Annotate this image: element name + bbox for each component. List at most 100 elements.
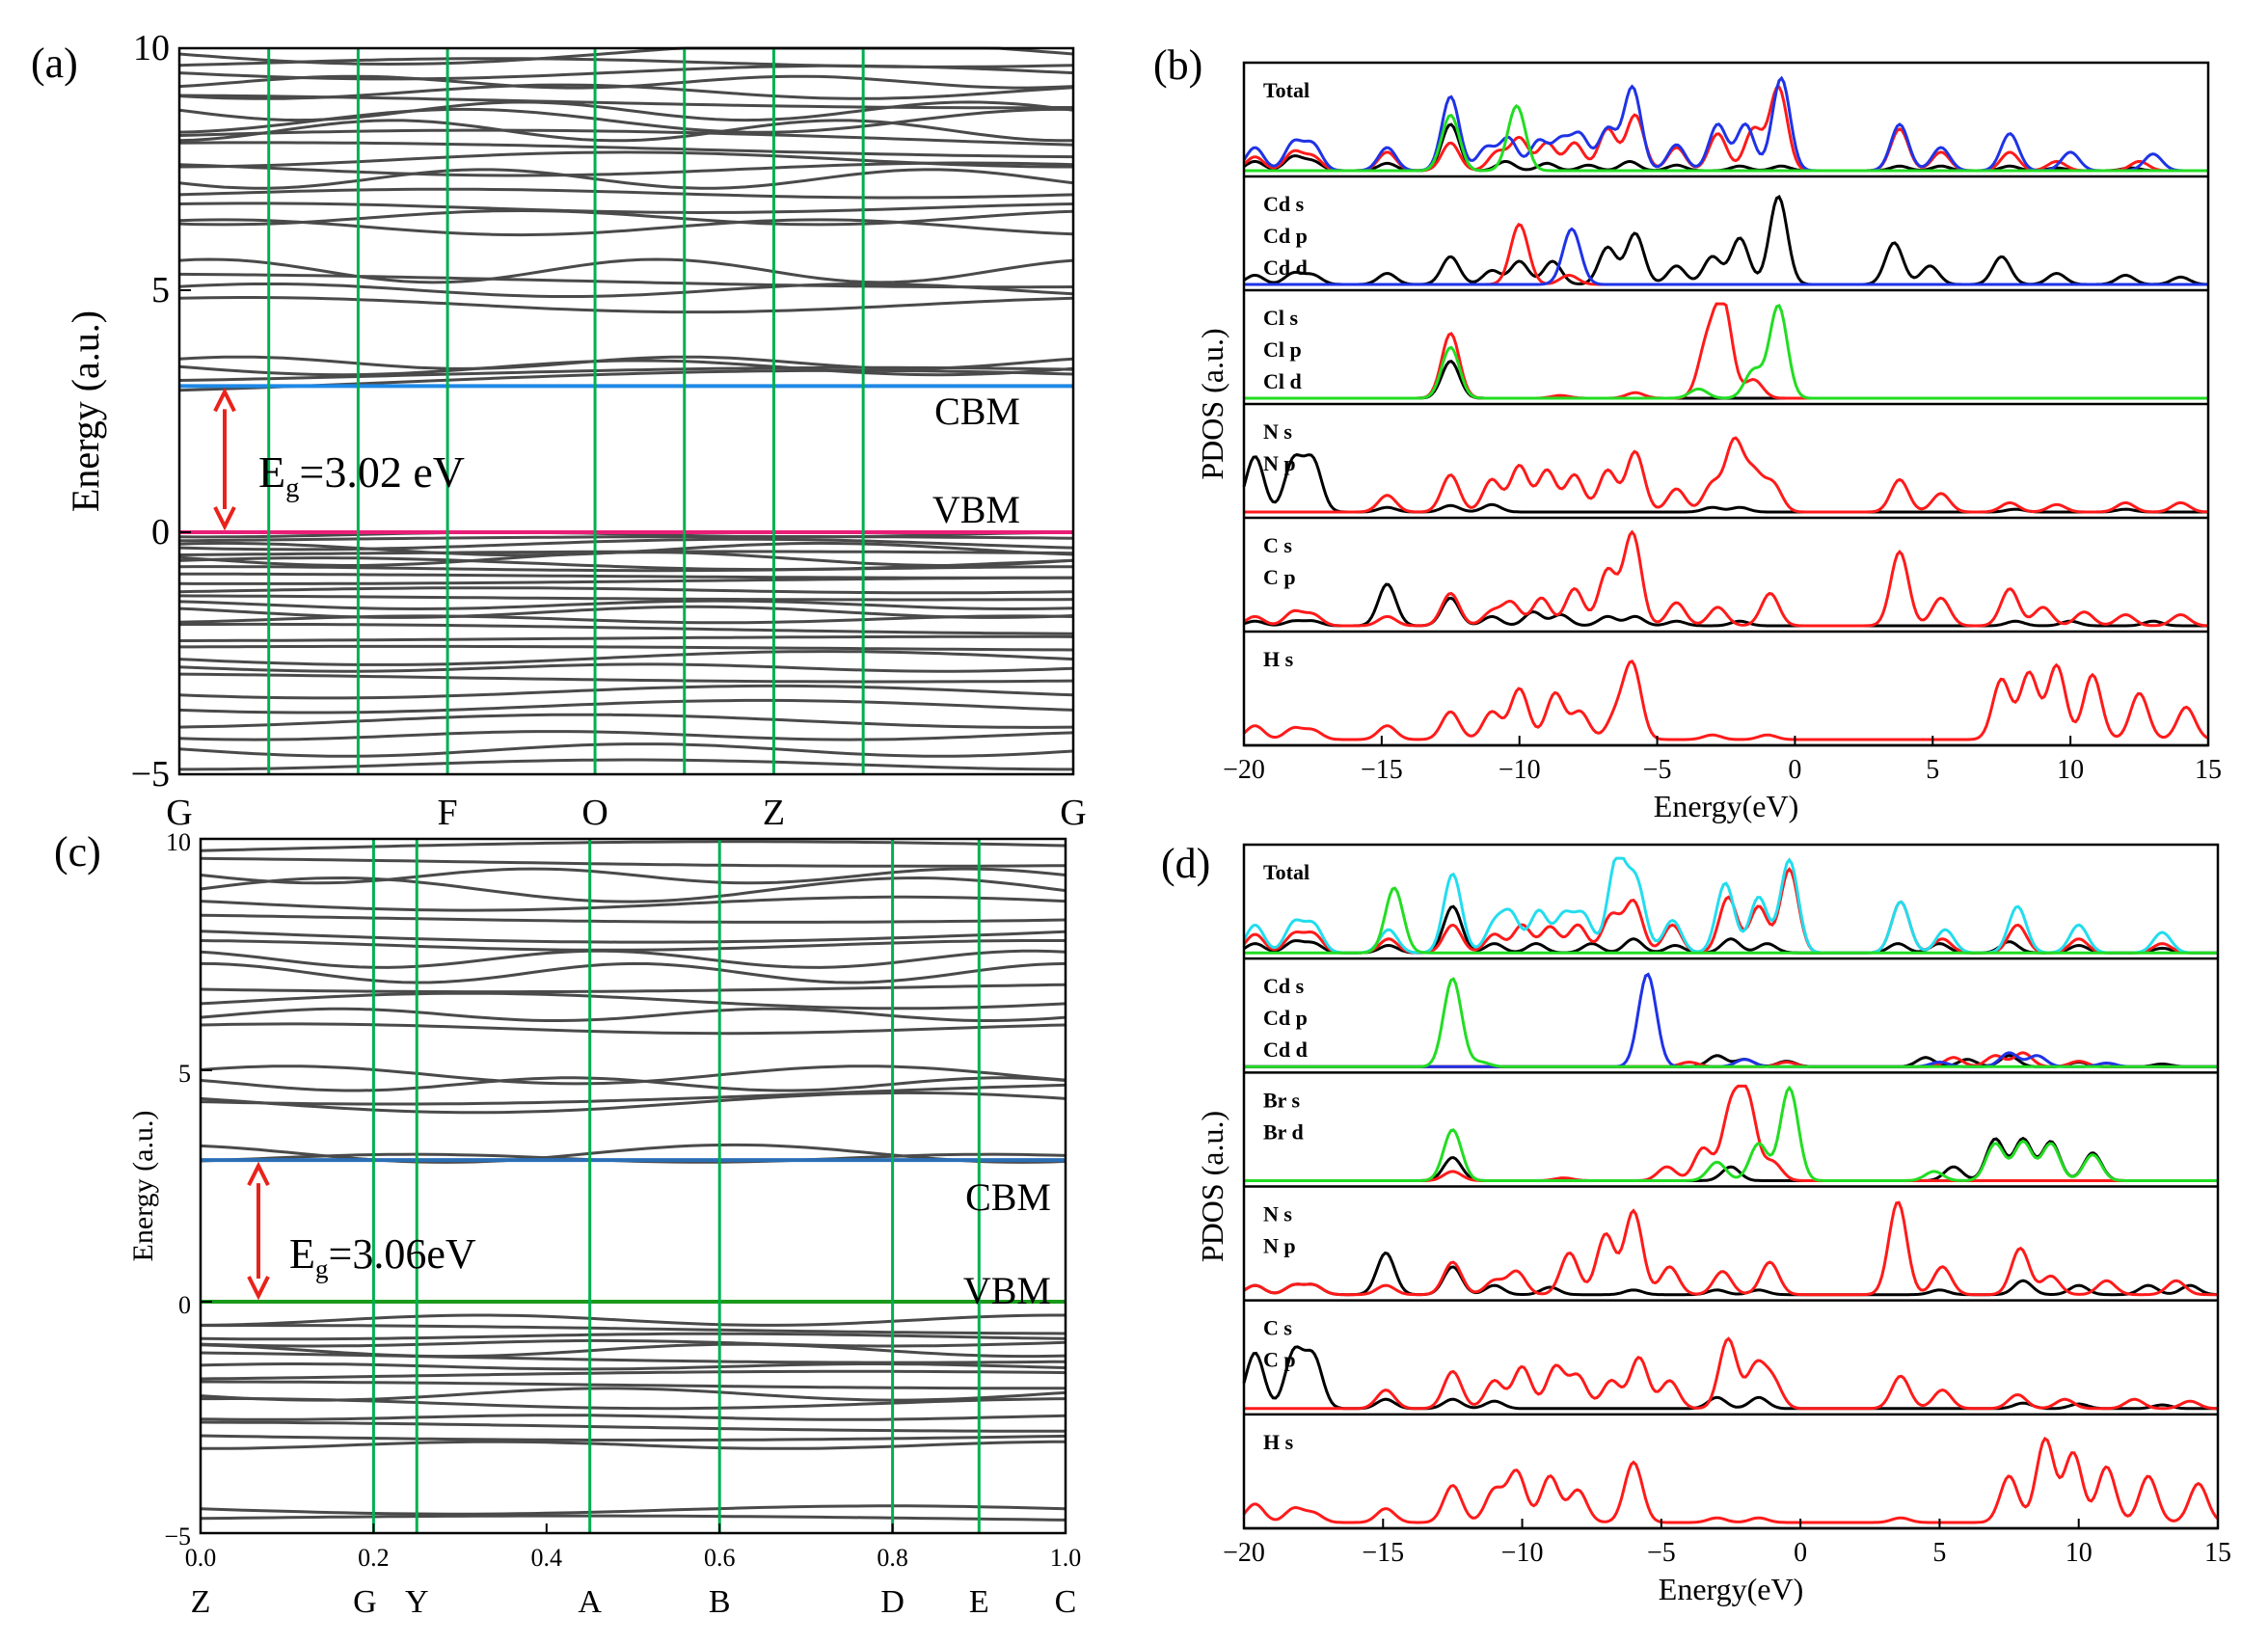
gap-label: Eg=3.02 eV	[258, 447, 465, 503]
x-tick-label: −5	[1643, 755, 1672, 785]
pdos-subpanel: H s	[1242, 647, 2209, 747]
y-axis-label: PDOS (a.u.)	[1195, 328, 1229, 479]
pdos-curve-blue	[1244, 972, 2218, 1068]
valence-band-line	[200, 1387, 1066, 1402]
plot-frame	[177, 46, 1075, 776]
panel-label: (d)	[1161, 840, 1210, 887]
conduction-band-line	[200, 876, 1066, 903]
valence-band-line	[178, 556, 1074, 572]
conduction-band-line	[200, 1083, 1066, 1106]
conduction-band-line	[178, 208, 1074, 227]
valence-band-line	[178, 698, 1074, 714]
valence-band-line	[178, 672, 1074, 684]
plot-frame	[1242, 843, 2220, 1530]
subpanel-legend-label: N p	[1263, 1234, 1296, 1258]
pdos-curve-green	[1244, 103, 2208, 173]
pdos-curve-green	[1244, 303, 2208, 400]
valence-band-line	[178, 586, 1074, 595]
kpoint-label: B	[709, 1584, 731, 1620]
valence-band-line	[200, 1313, 1066, 1327]
kpoint-label: D	[880, 1584, 904, 1620]
conduction-band-line	[200, 1022, 1066, 1036]
x-tick-label: 0.4	[531, 1544, 563, 1572]
valence-band-line	[178, 565, 1073, 573]
valence-band-line	[201, 1397, 1066, 1411]
plot-frame	[199, 837, 1067, 1535]
pdos-curve-red	[1243, 1200, 2218, 1297]
subpanel-legend-label: Cd d	[1263, 1038, 1308, 1062]
subpanel-legend-label: Br d	[1263, 1119, 1304, 1144]
valence-band-line	[200, 1342, 1066, 1359]
pdos-curve-blue	[1244, 227, 2208, 286]
subpanel-legend-label: N p	[1263, 451, 1296, 475]
valence-band-line	[200, 1414, 1066, 1421]
x-tick-label: 0.6	[704, 1544, 736, 1572]
pdos-curve-green	[1244, 1085, 2218, 1182]
pdos-curve-black	[1242, 453, 2208, 514]
x-tick-label: 0	[1794, 1538, 1807, 1568]
valence-band-line	[178, 534, 1074, 543]
cbm-label: CBM	[934, 390, 1020, 433]
conduction-band-line	[178, 128, 1074, 147]
valence-band-line	[178, 622, 1074, 635]
conduction-band-line	[200, 1091, 1066, 1115]
conduction-band-line	[200, 961, 1066, 984]
vbm-label: VBM	[963, 1269, 1051, 1312]
x-tick-label: −10	[1501, 1538, 1544, 1568]
valence-band-line	[200, 1332, 1066, 1341]
subpanel-legend-label: Total	[1263, 78, 1310, 102]
conduction-band-line	[178, 359, 1074, 377]
gap-arrow-head-down	[247, 1276, 270, 1301]
valence-band-line	[201, 1324, 1066, 1335]
gap-label-sub: g	[315, 1254, 329, 1283]
pdos-curve-red	[1242, 659, 2209, 741]
conduction-band-line	[200, 930, 1066, 944]
x-tick-label: 0.8	[877, 1544, 908, 1572]
conduction-band-line	[178, 257, 1074, 284]
gap-label-main: E	[258, 447, 285, 497]
conduction-band-line	[200, 983, 1066, 994]
cbm-label: CBM	[965, 1175, 1051, 1219]
valence-band-line	[178, 614, 1074, 625]
panel-label: (b)	[1153, 41, 1202, 89]
y-tick-label: −5	[131, 754, 170, 795]
pdos-subpanel: Cl s Cl p Cl d	[1244, 302, 2208, 406]
x-tick-label: −20	[1223, 755, 1265, 785]
pdos-subpanel: Total	[1242, 856, 2218, 960]
valence-band-line	[178, 537, 1074, 552]
x-tick-label: 0	[1788, 755, 1801, 785]
conduction-band-line	[178, 218, 1074, 237]
y-tick-label: 5	[151, 270, 170, 310]
conduction-band-line	[200, 1143, 1066, 1164]
subpanel-legend-label: Cd s	[1263, 974, 1305, 998]
conduction-band-line	[200, 895, 1066, 912]
conduction-band-line	[200, 840, 1066, 852]
pdos-curve-green	[1244, 977, 2218, 1068]
conduction-band-line	[178, 296, 1074, 314]
valence-band-line	[178, 684, 1074, 700]
x-tick-label: −20	[1223, 1538, 1265, 1568]
valence-band-line	[179, 634, 1074, 642]
x-tick-label: 15	[2195, 755, 2222, 785]
panel-label: (a)	[31, 40, 78, 87]
valence-band-line	[178, 576, 1073, 585]
valence-band-line	[201, 1380, 1066, 1390]
conduction-band-line	[178, 46, 1074, 67]
x-tick-label: 10	[2066, 1538, 2092, 1568]
plot-frame	[1242, 61, 2210, 747]
conduction-band-line	[178, 272, 1074, 289]
conduction-band-line	[200, 1065, 1066, 1086]
x-tick-label: 5	[1932, 1538, 1946, 1568]
conduction-band-line	[200, 949, 1066, 969]
valence-band-line	[201, 1440, 1066, 1450]
conduction-band-line	[178, 168, 1074, 190]
x-tick-label: 10	[2057, 755, 2084, 785]
kpoint-label: Z	[763, 793, 785, 833]
valence-band-line	[200, 1434, 1066, 1442]
y-axis-label: PDOS (a.u.)	[1195, 1111, 1229, 1262]
conduction-band-line	[200, 1076, 1066, 1092]
x-tick-label: −5	[1647, 1538, 1676, 1568]
y-tick-label: 5	[178, 1060, 191, 1088]
valence-band-line	[200, 1338, 1066, 1348]
